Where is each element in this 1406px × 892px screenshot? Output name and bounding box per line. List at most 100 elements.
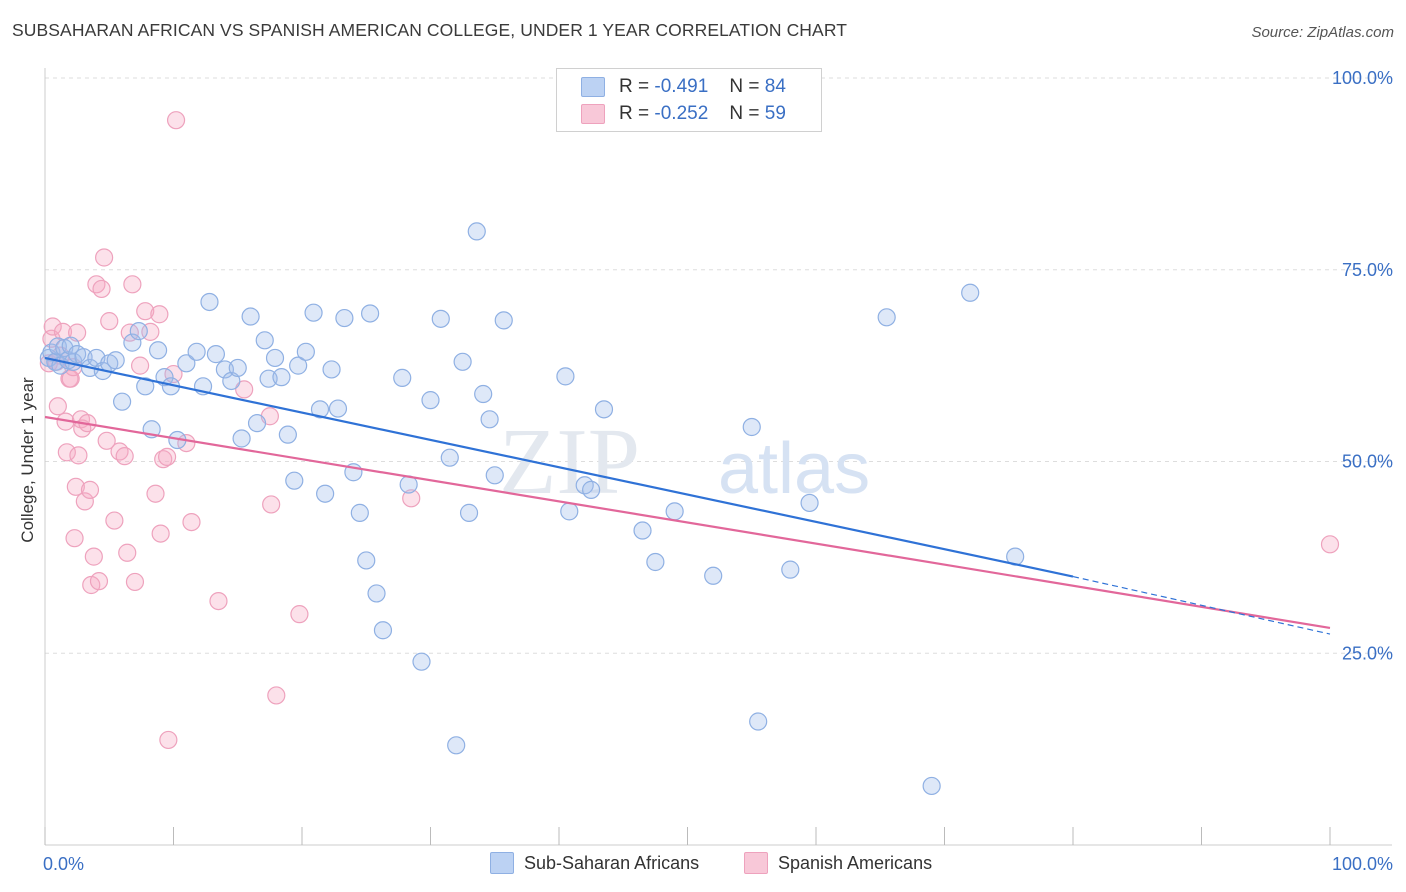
data-point-sub-saharan-africans [241, 307, 260, 326]
x-tick-label: 0.0% [43, 854, 84, 874]
data-point-spanish-americans [105, 511, 124, 530]
data-point-spanish-americans [262, 495, 281, 514]
data-point-sub-saharan-africans [961, 283, 980, 302]
r-value: -0.252 [654, 103, 709, 124]
legend-swatch-blue [581, 77, 605, 97]
r-value: -0.491 [654, 76, 709, 97]
grid-lines [45, 77, 1392, 654]
data-point-spanish-americans [92, 279, 111, 299]
data-point-spanish-americans [95, 248, 114, 267]
data-point-sub-saharan-africans [136, 377, 155, 396]
data-point-spanish-americans [151, 524, 170, 543]
stats-row-blue: R = -0.491 N = 84 [581, 74, 786, 100]
data-point-sub-saharan-africans [187, 342, 206, 361]
data-point-sub-saharan-africans [247, 414, 267, 433]
data-point-sub-saharan-africans [148, 341, 168, 360]
data-point-spanish-americans [130, 356, 150, 375]
data-point-sub-saharan-africans [922, 776, 941, 796]
data-point-spanish-americans [65, 529, 84, 548]
data-point-sub-saharan-africans [328, 399, 348, 418]
r-label: R = [619, 103, 650, 124]
watermark-atlas: atlas [718, 429, 870, 509]
data-point-sub-saharan-africans [421, 391, 440, 410]
data-point-sub-saharan-africans [289, 356, 308, 375]
data-point-sub-saharan-africans [206, 345, 226, 364]
n-value: 84 [764, 76, 786, 97]
legend-swatch-blue [490, 852, 514, 874]
legend-label-blue: Sub-Saharan Africans [524, 852, 700, 873]
tick-labels: 25.0% 50.0% 75.0% 100.0% 0.0% 100.0% [43, 68, 1393, 874]
data-point-sub-saharan-africans [361, 304, 380, 323]
data-point-spanish-americans [84, 547, 103, 566]
data-point-sub-saharan-africans [575, 476, 594, 495]
n-label: N = [729, 103, 760, 124]
data-point-sub-saharan-africans [177, 354, 196, 373]
data-point-sub-saharan-africans [742, 417, 761, 437]
data-point-spanish-americans [75, 492, 94, 511]
stats-legend: R = -0.491 N = 84 R = -0.252 N = 59 [556, 68, 822, 132]
data-point-sub-saharan-africans [665, 502, 684, 521]
data-point-sub-saharan-africans [106, 351, 125, 370]
data-point-spanish-americans [66, 477, 85, 496]
data-point-sub-saharan-africans [800, 493, 819, 513]
data-point-spanish-americans [159, 730, 178, 750]
legend-swatch-pink [744, 852, 768, 874]
data-point-sub-saharan-africans [447, 736, 466, 755]
data-point-sub-saharan-africans [255, 331, 274, 350]
data-point-sub-saharan-africans [412, 652, 431, 671]
chart-title: SUBSAHARAN AFRICAN VS SPANISH AMERICAN C… [12, 20, 848, 40]
data-point-spanish-americans [146, 484, 165, 503]
data-point-spanish-americans [57, 443, 76, 462]
trend-line-extension-sub-saharan-africans [1072, 575, 1331, 635]
watermark: ZIP atlas [499, 410, 870, 514]
data-point-spanish-americans [157, 447, 177, 466]
data-point-sub-saharan-africans [357, 551, 376, 570]
r-label: R = [619, 76, 650, 97]
data-point-spanish-americans [182, 512, 201, 532]
data-point-spanish-americans [290, 605, 309, 624]
data-point-sub-saharan-africans [646, 552, 665, 572]
data-point-sub-saharan-africans [480, 410, 499, 429]
data-point-sub-saharan-africans [373, 621, 393, 640]
data-point-sub-saharan-africans [459, 503, 479, 522]
watermark-zip: ZIP [499, 410, 640, 514]
x-tick-label: 100.0% [1332, 854, 1393, 874]
data-point-spanish-americans [125, 572, 145, 592]
data-point-sub-saharan-africans [781, 560, 800, 579]
data-point-sub-saharan-africans [296, 342, 315, 361]
trend-lines [44, 356, 1331, 635]
stats-row-pink: R = -0.252 N = 59 [581, 101, 786, 127]
data-point-spanish-americans [43, 317, 62, 336]
data-point-spanish-americans [80, 480, 100, 499]
data-point-sub-saharan-africans [474, 384, 493, 404]
data-point-sub-saharan-africans [453, 352, 472, 371]
data-point-sub-saharan-africans [272, 368, 291, 387]
data-point-sub-saharan-africans [633, 521, 652, 540]
data-point-spanish-americans [48, 397, 67, 416]
data-point-sub-saharan-africans [556, 367, 575, 386]
trend-line-spanish-americans [44, 415, 1331, 630]
y-tick-label: 25.0% [1342, 643, 1393, 663]
legend-item-spanish: Spanish Americans [744, 852, 932, 874]
data-point-spanish-americans [69, 446, 88, 465]
data-point-sub-saharan-africans [232, 429, 251, 448]
data-point-spanish-americans [97, 431, 116, 450]
trend-line-sub-saharan-africans [44, 356, 1074, 578]
legend-swatch-pink [581, 104, 605, 124]
data-point-sub-saharan-africans [560, 502, 579, 521]
data-point-spanish-americans [115, 447, 134, 466]
data-point-sub-saharan-africans [494, 311, 513, 330]
source-label: Source: ZipAtlas.com [1251, 24, 1394, 41]
data-point-sub-saharan-africans [322, 360, 341, 379]
y-tick-label: 75.0% [1342, 260, 1393, 280]
n-value: 59 [764, 103, 786, 124]
data-point-sub-saharan-africans [485, 466, 504, 485]
data-point-spanish-americans [267, 686, 286, 705]
data-point-sub-saharan-africans [112, 392, 132, 411]
data-point-sub-saharan-africans [393, 368, 412, 387]
y-axis-label: College, Under 1 year [18, 377, 37, 543]
y-tick-label: 50.0% [1342, 452, 1393, 472]
data-point-spanish-americans [209, 591, 228, 611]
data-point-sub-saharan-africans [440, 448, 459, 467]
